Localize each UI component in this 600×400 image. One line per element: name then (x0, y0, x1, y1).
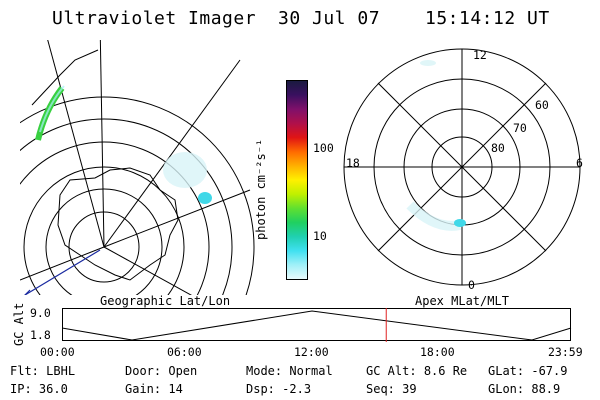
image-time: 15:14:12 UT (425, 8, 550, 29)
altitude-tick-high: 9.0 (30, 306, 51, 320)
info-ip: IP: 36.0 (10, 382, 68, 396)
mlt-label-6: 6 (576, 156, 583, 170)
color-scale-bar (286, 80, 308, 280)
mlt-label-12: 12 (473, 48, 487, 62)
right-panel-caption: Apex MLat/MLT (415, 294, 509, 308)
time-tick-1: 06:00 (167, 345, 202, 359)
altitude-axis-title: GC Alt (12, 302, 26, 346)
colorbar-unit-label: photon cm⁻²s⁻¹ (254, 138, 268, 240)
app-title: Ultraviolet Imager (52, 8, 257, 29)
info-glon: GLon: 88.9 (488, 382, 561, 396)
info-glat: GLat: -67.9 (488, 364, 568, 378)
geographic-map (20, 40, 255, 295)
info-door: Door: Open (125, 364, 198, 378)
info-mode: Mode: Normal (246, 364, 333, 378)
colorbar-tick-100: 100 (313, 141, 334, 155)
altitude-strip-plot (62, 308, 572, 342)
mlat-label-80: 80 (491, 141, 505, 155)
time-tick-3: 18:00 (420, 345, 455, 359)
mlt-label-18: 18 (346, 156, 360, 170)
polar-mlat-mlt-map (343, 48, 581, 286)
info-gc-alt: GC Alt: 8.6 Re (366, 364, 468, 378)
time-tick-0: 00:00 (40, 345, 75, 359)
info-seq: Seq: 39 (366, 382, 417, 396)
time-tick-4: 23:59 (548, 345, 583, 359)
left-panel-caption: Geographic Lat/Lon (100, 294, 231, 308)
altitude-tick-low: 1.8 (30, 328, 51, 342)
info-gain: Gain: 14 (125, 382, 183, 396)
mlat-label-60: 60 (535, 98, 549, 112)
image-date: 30 Jul 07 (278, 8, 381, 29)
colorbar-tick-10: 10 (313, 229, 327, 243)
info-dsp: Dsp: -2.3 (246, 382, 312, 396)
mlat-label-70: 70 (513, 121, 527, 135)
info-flt: Flt: LBHL (10, 364, 76, 378)
time-tick-2: 12:00 (294, 345, 329, 359)
mlt-label-0: 0 (468, 278, 475, 292)
